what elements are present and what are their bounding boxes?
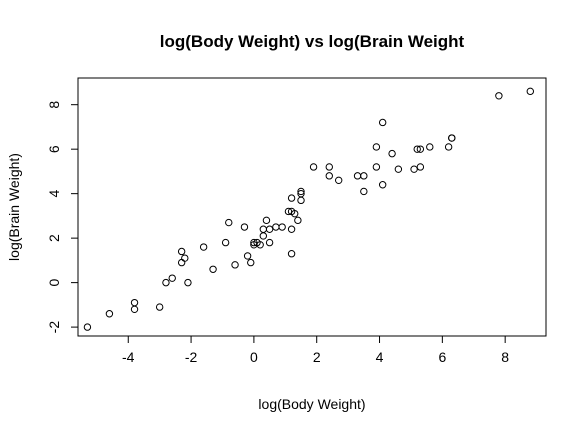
data-point	[278, 223, 286, 231]
data-point	[416, 145, 425, 153]
data-point	[448, 134, 456, 142]
data-point	[250, 238, 258, 247]
data-point	[388, 149, 396, 158]
data-point	[284, 207, 293, 216]
data-point	[416, 163, 425, 171]
data-point	[309, 163, 318, 171]
x-tick-label: 0	[250, 349, 258, 365]
data-point	[155, 303, 164, 311]
data-point	[83, 323, 92, 331]
data-point	[291, 209, 299, 218]
data-point	[360, 187, 368, 196]
data-point	[378, 181, 387, 189]
data-point	[130, 305, 139, 314]
y-tick-label: 0	[46, 279, 62, 287]
data-point	[259, 225, 268, 233]
data-point	[184, 278, 192, 287]
data-point	[353, 172, 362, 180]
data-point	[372, 143, 381, 151]
data-point	[199, 243, 208, 251]
data-point	[130, 298, 139, 307]
data-point	[360, 172, 368, 180]
y-tick-label: 4	[46, 190, 62, 198]
data-point	[426, 143, 434, 151]
data-point	[294, 216, 302, 225]
data-point	[287, 225, 296, 233]
data-point	[272, 223, 280, 231]
y-tick-label: 8	[46, 101, 62, 109]
data-point	[221, 238, 230, 247]
data-point	[287, 250, 296, 258]
data-point	[259, 232, 268, 240]
x-axis: -4 -2 0 2 4 6 8	[122, 335, 509, 365]
data-point	[105, 310, 114, 318]
y-tick-label: 6	[46, 145, 62, 153]
data-point	[243, 252, 252, 260]
data-point	[444, 143, 453, 151]
data-point	[410, 165, 418, 173]
data-point	[181, 254, 189, 262]
data-point	[247, 258, 255, 267]
data-point	[162, 278, 170, 287]
data-point	[325, 163, 333, 171]
x-tick-label: 6	[438, 349, 446, 365]
x-tick-label: 2	[313, 349, 321, 365]
data-point	[225, 218, 233, 227]
data-point	[394, 165, 403, 173]
y-tick-label: -2	[46, 321, 62, 334]
data-point	[297, 196, 305, 205]
chart-title: log(Body Weight) vs log(Brain Weight	[160, 32, 465, 51]
x-tick-label: 4	[376, 349, 384, 365]
y-axis-label: log(Brain Weight)	[6, 153, 22, 261]
data-point	[177, 258, 186, 267]
data-point	[177, 247, 186, 256]
data-point	[168, 274, 176, 282]
x-tick-label: -2	[185, 349, 198, 365]
data-point	[325, 172, 333, 180]
data-point	[495, 92, 503, 100]
data-point	[256, 241, 264, 249]
x-tick-label: 8	[501, 349, 509, 365]
data-point	[231, 261, 239, 269]
data-point	[209, 265, 217, 273]
y-axis: -2 0 2 4 6 8	[46, 101, 79, 334]
data-point	[372, 163, 381, 171]
x-tick-label: -4	[122, 349, 135, 365]
data-point	[334, 176, 343, 185]
data-points	[83, 87, 534, 331]
data-point	[265, 225, 274, 233]
data-point	[378, 118, 387, 127]
data-point	[265, 238, 274, 247]
plot-area-frame	[77, 77, 547, 337]
data-point	[240, 223, 249, 231]
data-point	[526, 87, 534, 96]
y-tick-label: 2	[46, 234, 62, 242]
data-point	[413, 145, 421, 153]
data-point	[297, 187, 305, 196]
x-axis-label: log(Body Weight)	[258, 396, 365, 412]
data-point	[262, 216, 271, 225]
data-point	[287, 194, 296, 202]
